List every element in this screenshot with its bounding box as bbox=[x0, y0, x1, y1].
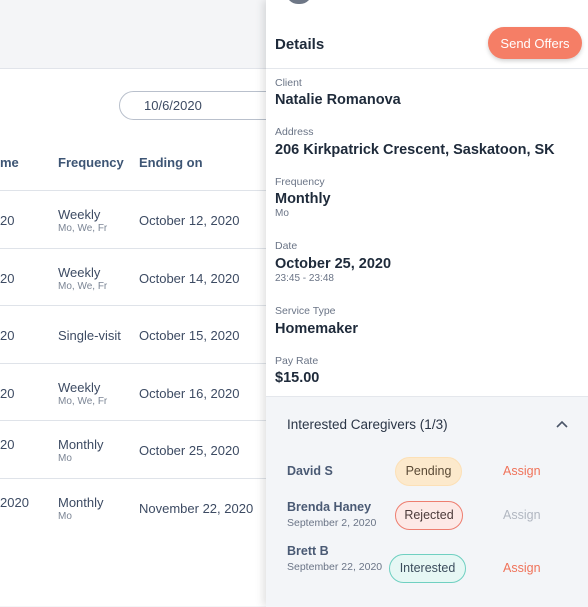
date-label: Date bbox=[275, 240, 298, 252]
service-type-value: Homemaker bbox=[275, 321, 359, 337]
frequency-text: Monthly bbox=[58, 495, 104, 510]
cell-time: 20 bbox=[0, 271, 15, 286]
time-range: 23:45 - 23:48 bbox=[275, 273, 334, 284]
row-divider bbox=[0, 478, 266, 479]
client-label: Client bbox=[275, 77, 302, 89]
status-badge: Pending bbox=[395, 457, 462, 486]
chevron-up-icon[interactable] bbox=[556, 415, 568, 431]
cell-frequency: Single-visit bbox=[58, 328, 121, 343]
caregiver-name: Brett B bbox=[287, 544, 329, 558]
caregiver-date: September 2, 2020 bbox=[287, 517, 377, 529]
cell-ending-on: October 25, 2020 bbox=[139, 443, 240, 458]
cell-frequency: Monthly Mo bbox=[58, 437, 104, 464]
status-badge: Rejected bbox=[395, 501, 463, 530]
cell-ending-on: October 14, 2020 bbox=[139, 271, 240, 286]
frequency-days: Mo, We, Fr bbox=[58, 396, 108, 407]
caregiver-name: Brenda Haney bbox=[287, 500, 372, 514]
cell-time: 20 bbox=[0, 386, 15, 401]
caregiver-name: David S bbox=[287, 464, 333, 478]
service-type-label: Service Type bbox=[275, 305, 336, 317]
cell-ending-on: October 12, 2020 bbox=[139, 213, 240, 228]
address-label: Address bbox=[275, 126, 314, 138]
assign-button[interactable]: Assign bbox=[503, 464, 541, 478]
client-value: Natalie Romanova bbox=[275, 92, 401, 108]
row-divider bbox=[0, 190, 266, 191]
status-badge: Interested bbox=[389, 554, 466, 583]
pay-rate-value: $15.00 bbox=[275, 370, 320, 386]
interested-caregivers-section: Interested Caregivers (1/3) David S Pend… bbox=[266, 396, 588, 607]
details-title: Details bbox=[275, 36, 325, 53]
column-header-ending-on[interactable]: Ending on bbox=[139, 155, 203, 170]
row-divider bbox=[0, 420, 266, 421]
frequency-days: Mo bbox=[58, 453, 72, 464]
interested-caregivers-title[interactable]: Interested Caregivers (1/3) bbox=[287, 417, 448, 432]
cell-ending-on: November 22, 2020 bbox=[139, 501, 254, 516]
cell-time: 2020 bbox=[0, 495, 29, 510]
frequency-text: Single-visit bbox=[58, 328, 121, 343]
frequency-text: Weekly bbox=[58, 207, 101, 222]
frequency-days: Mo bbox=[58, 511, 72, 522]
column-header-time[interactable]: me bbox=[0, 155, 19, 170]
column-header-frequency[interactable]: Frequency bbox=[58, 155, 124, 170]
frequency-value: Monthly bbox=[275, 191, 331, 207]
cell-frequency: Weekly Mo, We, Fr bbox=[58, 380, 107, 407]
frequency-label: Frequency bbox=[275, 176, 325, 188]
frequency-days: Mo, We, Fr bbox=[58, 281, 108, 292]
cell-time: 20 bbox=[0, 437, 15, 452]
cell-frequency: Monthly Mo bbox=[58, 495, 104, 522]
row-divider bbox=[0, 305, 266, 306]
caregiver-date: September 22, 2020 bbox=[287, 561, 383, 573]
avatar bbox=[286, 0, 312, 4]
date-value: October 25, 2020 bbox=[275, 256, 392, 272]
details-header: Details Send Offers bbox=[266, 0, 588, 69]
frequency-text: Weekly bbox=[58, 380, 101, 395]
address-value: 206 Kirkpatrick Crescent, Saskatoon, SK bbox=[275, 142, 555, 158]
frequency-days: Mo, We, Fr bbox=[58, 223, 108, 234]
assign-button[interactable]: Assign bbox=[503, 508, 541, 522]
pay-rate-label: Pay Rate bbox=[275, 355, 319, 367]
row-divider bbox=[0, 363, 266, 364]
cell-frequency: Weekly Mo, We, Fr bbox=[58, 207, 107, 234]
row-divider bbox=[0, 248, 266, 249]
send-offers-button[interactable]: Send Offers bbox=[488, 27, 582, 59]
assign-button[interactable]: Assign bbox=[503, 561, 541, 575]
cell-time: 20 bbox=[0, 213, 15, 228]
frequency-days: Mo bbox=[275, 208, 289, 219]
cell-ending-on: October 15, 2020 bbox=[139, 328, 240, 343]
cell-time: 20 bbox=[0, 328, 15, 343]
cell-ending-on: October 16, 2020 bbox=[139, 386, 240, 401]
cell-frequency: Weekly Mo, We, Fr bbox=[58, 265, 107, 292]
frequency-text: Monthly bbox=[58, 437, 104, 452]
details-panel: Details Send Offers Client Natalie Roman… bbox=[266, 0, 588, 607]
frequency-text: Weekly bbox=[58, 265, 101, 280]
